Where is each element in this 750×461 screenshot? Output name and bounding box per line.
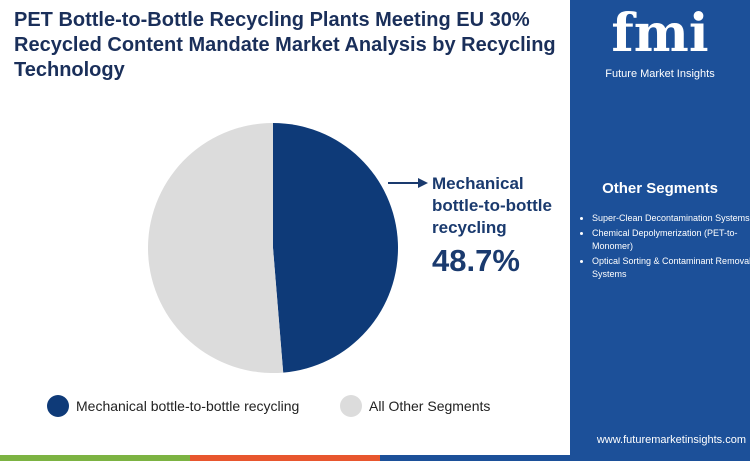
annotation-arrowhead — [418, 178, 428, 188]
annotation-value: 48.7% — [432, 243, 520, 278]
legend-label: All Other Segments — [369, 398, 490, 414]
website: www.futuremarketinsights.com — [596, 434, 746, 446]
annotation-label: Mechanical bottle-to-bottle recycling — [432, 174, 552, 237]
sidebar-item: Chemical Depolymerization (PET-to-Monome… — [592, 227, 750, 254]
pie-slice — [273, 123, 399, 373]
legend-swatch — [47, 395, 69, 417]
sidebar-item: Optical Sorting & Contaminant Removal Sy… — [592, 255, 750, 282]
stripe — [0, 455, 190, 461]
logo: fmi — [611, 3, 709, 64]
stripe — [190, 455, 380, 461]
sidebar-item: Super-Clean Decontamination Systems — [592, 212, 750, 226]
logo-tagline: Future Market Insights — [605, 68, 715, 80]
sidebar-title: Other Segments — [602, 180, 718, 197]
pie-slice — [148, 123, 284, 373]
chart-title: PET Bottle-to-Bottle Recycling Plants Me… — [14, 9, 556, 81]
stripe — [380, 455, 750, 461]
legend-swatch — [340, 395, 362, 417]
sidebar: fmi Future Market Insights Other Segment… — [570, 0, 750, 455]
legend-label: Mechanical bottle-to-bottle recycling — [76, 398, 299, 414]
sidebar-list: Super-Clean Decontamination SystemsChemi… — [582, 212, 750, 283]
